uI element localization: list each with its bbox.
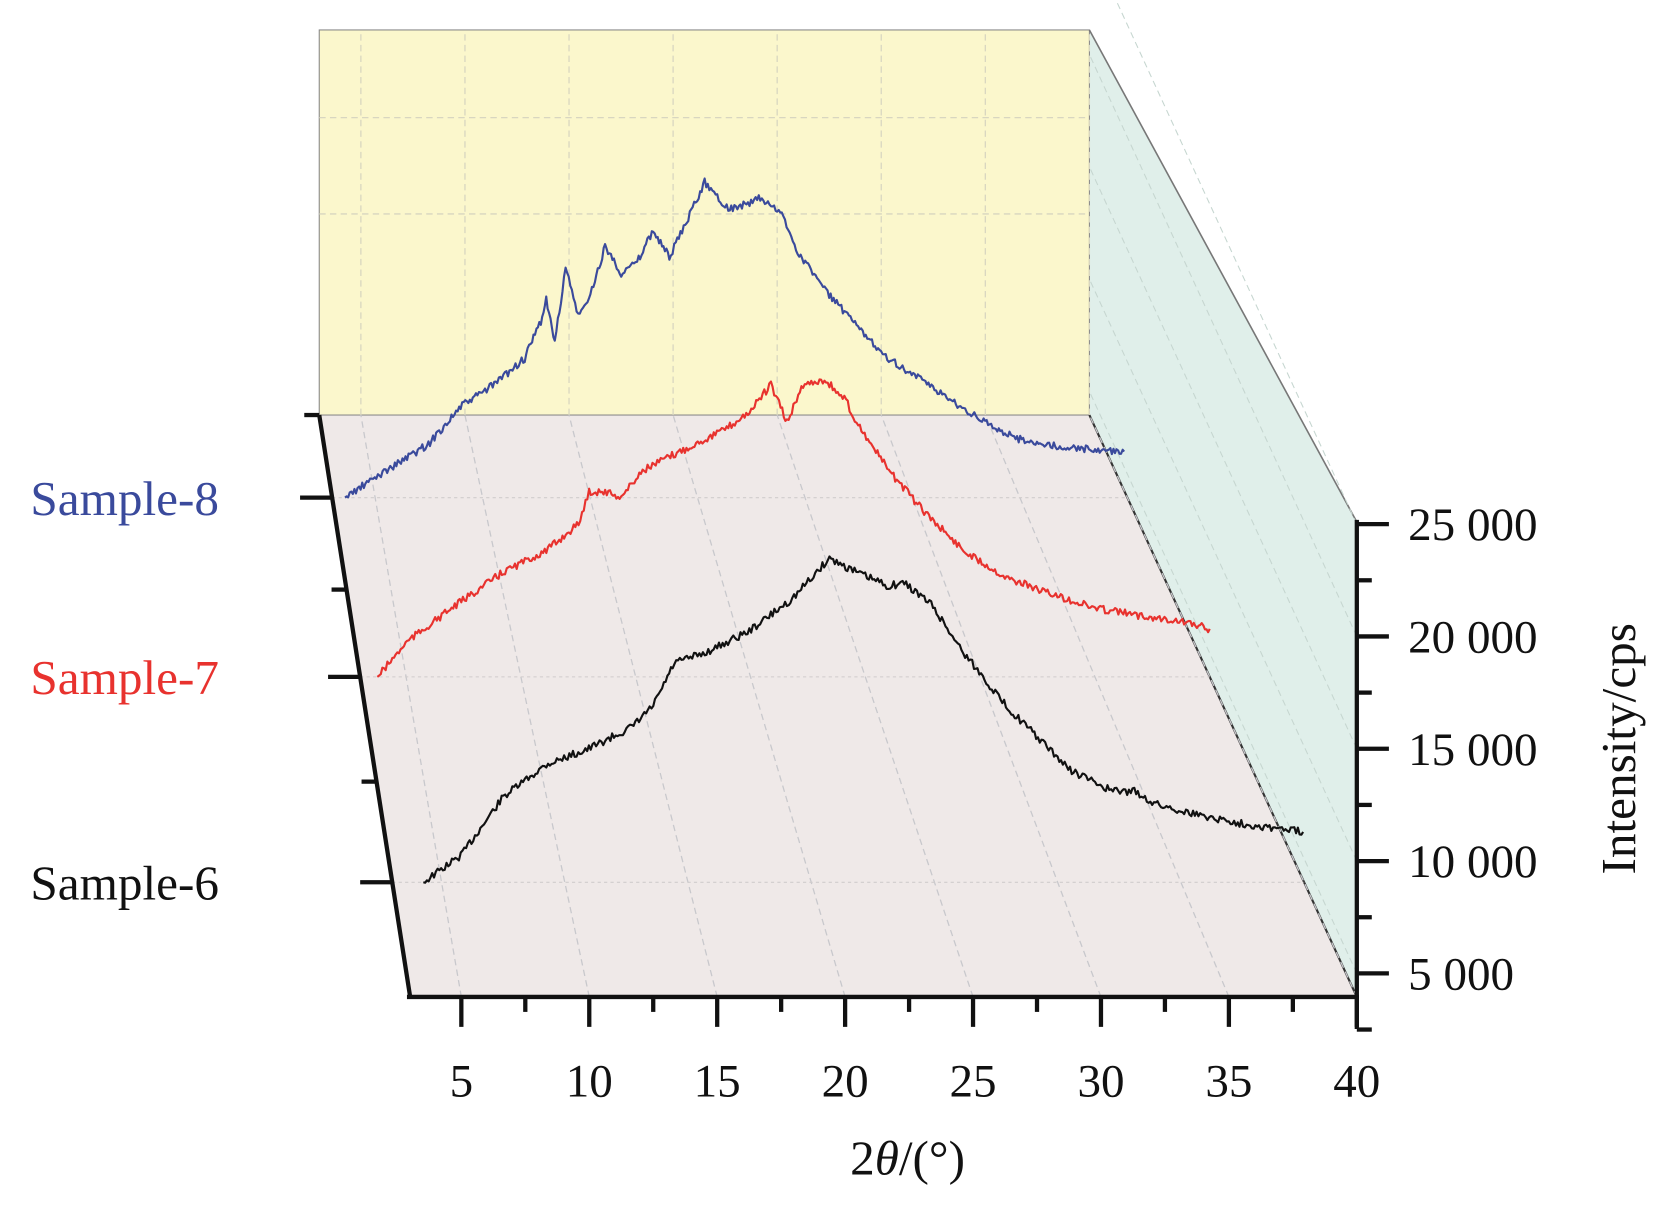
chart-walls xyxy=(318,29,1358,998)
floor-grid-line xyxy=(880,414,1102,998)
series-line-sample-7 xyxy=(376,378,1211,678)
side-wall-plane xyxy=(1089,29,1357,997)
y-tick-label: 25 000 xyxy=(1408,499,1537,551)
floor-grid-line xyxy=(672,414,846,998)
floor-grid-line xyxy=(984,414,1230,998)
x-tick-label: 20 xyxy=(822,1055,869,1107)
y-tick-label: 15 000 xyxy=(1408,724,1537,776)
axis-labels: 2θ/(°) Intensity/cps xyxy=(850,623,1646,1185)
x-tick-label: 35 xyxy=(1205,1055,1252,1107)
series-line-sample-8 xyxy=(344,177,1125,499)
side-wall-top-edge xyxy=(1088,29,1358,523)
y-tick-label: 20 000 xyxy=(1408,611,1537,663)
floor-plane xyxy=(319,415,1357,997)
x-tick-label: 40 xyxy=(1333,1055,1380,1107)
axis-ticks: 5 10 15 20 25 30 35 40 25 000 20 000 15 000 10 000 5… xyxy=(30,412,1538,1107)
y-tick-label: 10 000 xyxy=(1408,836,1537,888)
x-tick-label: 10 xyxy=(566,1055,613,1107)
x-tick-label: 5 xyxy=(450,1055,474,1107)
x-tick-label: 30 xyxy=(1077,1055,1124,1107)
series-label-sample-6: Sample-6 xyxy=(30,855,219,910)
floor-right-edge xyxy=(1088,414,1358,998)
back-wall-plane xyxy=(318,29,1090,416)
series-label-sample-7: Sample-7 xyxy=(30,650,219,705)
y-tick-label: 5 000 xyxy=(1408,948,1514,1000)
series-label-sample-8: Sample-8 xyxy=(30,471,219,526)
x-tick-label: 15 xyxy=(694,1055,741,1107)
series-line-sample-6 xyxy=(423,555,1305,884)
floor-grid-line xyxy=(568,414,718,998)
floor-grid-line xyxy=(464,414,590,998)
x-axis-title: 2θ/(°) xyxy=(850,1130,965,1185)
x-tick-label: 25 xyxy=(950,1055,997,1107)
depth-axis-line xyxy=(317,414,413,998)
floor-grid-line xyxy=(360,414,462,998)
axes xyxy=(317,414,1359,1030)
series-curves xyxy=(344,177,1305,884)
y-axis-title: Intensity/cps xyxy=(1591,623,1646,874)
floor-grid-line xyxy=(776,414,974,998)
